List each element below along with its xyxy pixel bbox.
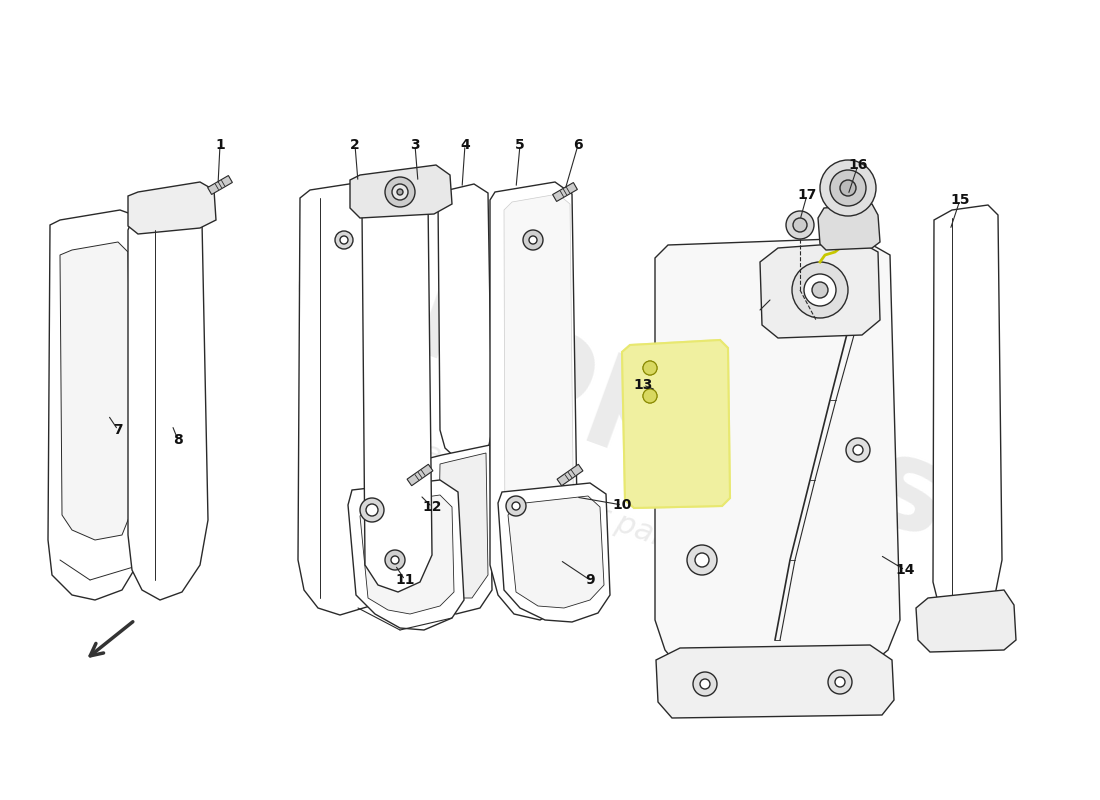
Circle shape [512,502,520,510]
Circle shape [835,677,845,687]
Polygon shape [362,190,432,592]
Circle shape [644,361,657,375]
Circle shape [506,496,526,516]
Circle shape [522,230,543,250]
Polygon shape [428,445,492,614]
Circle shape [846,438,870,462]
Circle shape [385,550,405,570]
Circle shape [366,504,378,516]
Circle shape [392,184,408,200]
Circle shape [786,211,814,239]
Polygon shape [621,340,730,508]
Polygon shape [621,340,730,508]
Circle shape [385,177,415,207]
Polygon shape [128,215,208,600]
Polygon shape [916,590,1016,652]
Circle shape [812,282,828,298]
Circle shape [793,218,807,232]
Polygon shape [48,210,148,600]
Circle shape [830,170,866,206]
Text: 17: 17 [798,188,816,202]
Circle shape [852,445,864,455]
Polygon shape [818,204,880,250]
Polygon shape [438,453,488,598]
Text: 10: 10 [613,498,631,512]
Circle shape [695,553,710,567]
Polygon shape [348,480,464,630]
Text: 14: 14 [895,563,915,577]
Text: 4: 4 [460,138,470,152]
Circle shape [828,670,852,694]
Circle shape [644,389,657,403]
Text: 3: 3 [410,138,420,152]
Polygon shape [490,182,578,620]
Polygon shape [760,242,880,338]
Circle shape [820,160,876,216]
Polygon shape [656,645,894,718]
Circle shape [688,545,717,575]
Circle shape [529,236,537,244]
Polygon shape [60,242,132,540]
Circle shape [644,389,657,403]
Circle shape [792,262,848,318]
Text: 9: 9 [585,573,595,587]
Text: 2: 2 [350,138,360,152]
Text: 11: 11 [395,573,415,587]
Circle shape [804,274,836,306]
Text: 8: 8 [173,433,183,447]
Circle shape [360,498,384,522]
Polygon shape [298,182,382,615]
Text: 16: 16 [848,158,868,172]
Text: 13: 13 [634,378,652,392]
Circle shape [840,180,856,196]
Text: 12: 12 [422,500,442,514]
Circle shape [700,679,710,689]
Polygon shape [498,483,610,622]
Polygon shape [552,182,578,202]
Polygon shape [557,464,583,486]
Polygon shape [350,165,452,218]
Circle shape [397,189,403,195]
Polygon shape [360,495,454,614]
Polygon shape [128,182,216,234]
Text: a passion for parts since 1995: a passion for parts since 1995 [418,438,861,622]
Text: 7: 7 [113,423,123,437]
Polygon shape [508,496,604,608]
Polygon shape [438,184,492,460]
Text: 15: 15 [950,193,970,207]
Text: europarts: europarts [275,215,966,565]
Circle shape [688,465,717,495]
Polygon shape [933,205,1002,625]
Text: 5: 5 [515,138,525,152]
Polygon shape [504,194,574,594]
Circle shape [390,556,399,564]
Polygon shape [407,464,433,486]
Circle shape [644,361,657,375]
Circle shape [336,231,353,249]
Circle shape [340,236,348,244]
Text: 6: 6 [573,138,583,152]
Text: 1: 1 [216,138,224,152]
Circle shape [695,473,710,487]
Polygon shape [208,175,232,194]
Circle shape [693,672,717,696]
Polygon shape [654,238,900,668]
